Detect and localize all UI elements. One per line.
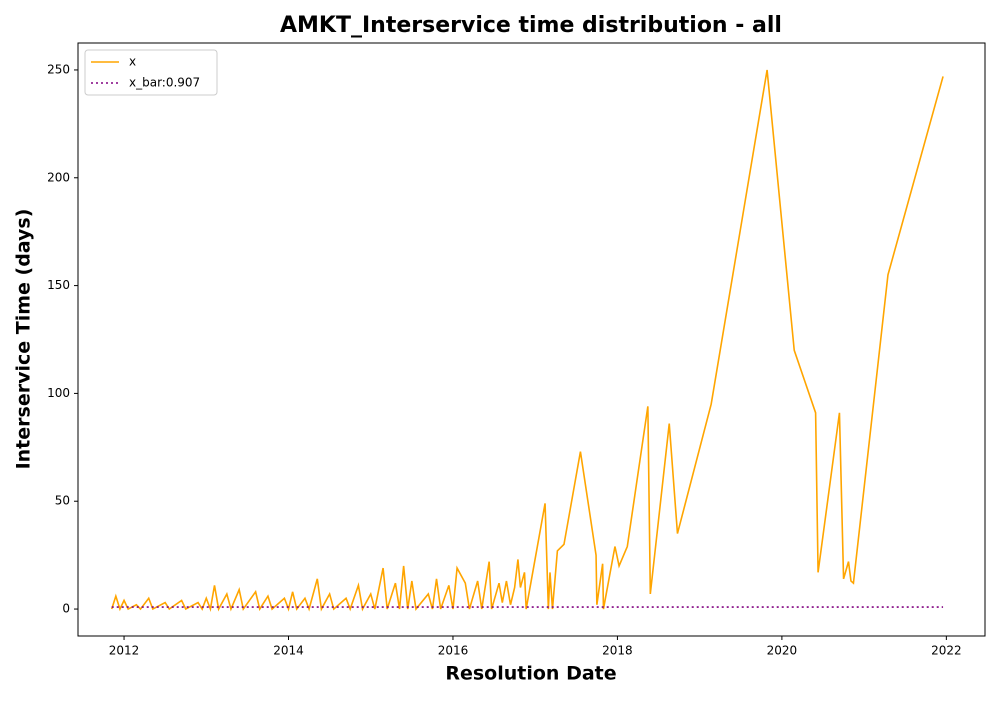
series-line — [110, 69, 944, 613]
legend-label: x — [129, 55, 136, 69]
y-tick-label: 200 — [47, 170, 70, 184]
y-tick-label: 250 — [47, 62, 70, 76]
y-tick-label: 50 — [55, 494, 70, 508]
y-axis-label: Interservice Time (days) — [13, 209, 35, 470]
y-tick-label: 100 — [47, 386, 70, 400]
x-tick-label: 2012 — [109, 644, 140, 658]
y-tick-label: 150 — [47, 278, 70, 292]
legend-label: x_bar:0.907 — [129, 76, 200, 90]
y-tick-label: 0 — [62, 602, 70, 616]
x-tick-label: 2014 — [273, 644, 304, 658]
plot-frame — [77, 42, 986, 637]
x-tick-label: 2022 — [931, 644, 962, 658]
x-tick-label: 2016 — [438, 644, 469, 658]
x-tick-label: 2020 — [767, 644, 798, 658]
chart-title: AMKT_Interservice time distribution - al… — [280, 13, 782, 38]
x-axis-label: Resolution Date — [445, 663, 616, 685]
x-tick-label: 2018 — [602, 644, 633, 658]
